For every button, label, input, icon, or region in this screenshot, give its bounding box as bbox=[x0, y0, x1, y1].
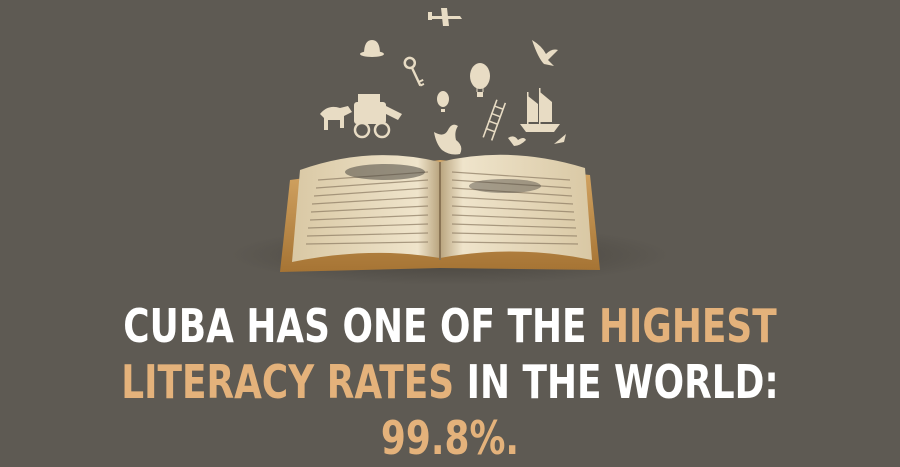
key-icon bbox=[403, 56, 425, 87]
hat-icon bbox=[360, 40, 384, 57]
ladder-icon bbox=[482, 99, 507, 141]
goose-icon bbox=[434, 124, 462, 155]
hot-air-balloon-icon bbox=[437, 91, 449, 112]
headline-text: . bbox=[505, 411, 520, 465]
bird-icon bbox=[508, 136, 526, 146]
ship-icon bbox=[520, 88, 560, 132]
eagle-icon bbox=[532, 40, 558, 66]
headline-highlight: HIGHEST bbox=[599, 299, 777, 353]
airplane-icon bbox=[428, 8, 462, 26]
headline-text: IN THE WORLD: bbox=[454, 355, 779, 409]
horse-carriage-icon bbox=[320, 94, 402, 139]
headline: CUBA HAS ONE OF THE HIGHEST LITERACY RAT… bbox=[99, 298, 801, 466]
bird-icon bbox=[554, 134, 566, 144]
headline-highlight: LITERACY RATES bbox=[121, 355, 455, 409]
headline-highlight: 99.8% bbox=[380, 411, 506, 465]
flying-shapes bbox=[320, 8, 566, 155]
headline-text: CUBA HAS ONE OF THE bbox=[123, 299, 600, 353]
balloon-icon bbox=[470, 63, 490, 97]
open-book-icon bbox=[280, 154, 600, 272]
headline-line-2: LITERACY RATES IN THE WORLD: bbox=[99, 354, 801, 410]
headline-line-3: 99.8%. bbox=[99, 410, 801, 466]
book-illustration bbox=[230, 8, 670, 285]
headline-line-1: CUBA HAS ONE OF THE HIGHEST bbox=[99, 298, 801, 354]
